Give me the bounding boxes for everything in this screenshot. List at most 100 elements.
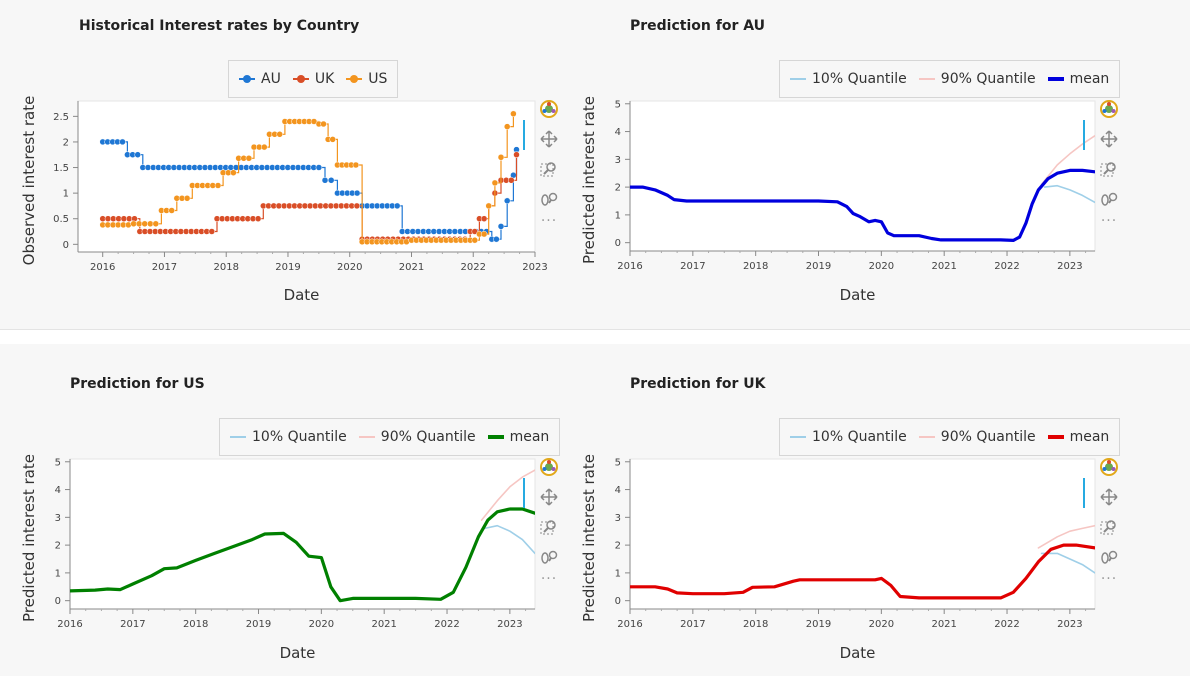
data-point-au[interactable] [134,151,141,158]
series-line-mean[interactable] [630,543,1095,600]
pan-icon[interactable] [1098,486,1120,508]
legend-item-us[interactable]: US [346,71,387,87]
chart-svg-historical[interactable]: 2016 2017 2018 2019 2020 2021 2022 2023 0 0.5 1 1.5… [0,0,560,310]
bokeh-logo-icon[interactable] [538,98,560,120]
y-tick-label: 2.5 [53,112,69,123]
legend-label-q10: 10% Quantile [812,429,907,445]
box-zoom-icon[interactable] [1098,516,1120,538]
series-line-q10[interactable] [1040,552,1095,574]
series-line-q90[interactable] [1037,524,1095,549]
box-zoom-icon[interactable] [1098,158,1120,180]
series-line-q10[interactable] [1043,184,1095,204]
series-line-mean[interactable] [630,168,1095,242]
data-point-us[interactable] [471,236,479,244]
data-point-uk[interactable] [513,151,520,158]
bokeh-logo-icon[interactable] [538,456,560,478]
data-point-au[interactable] [327,177,335,184]
series-line-q10[interactable] [483,524,535,555]
data-point-us[interactable] [352,161,360,169]
chart-svg-au[interactable]: 2016 2017 2018 2019 2020 2021 2022 2023 0 1 2 3 4 5 Da… [560,0,1120,310]
series-line-q90[interactable] [480,469,535,521]
data-point-au[interactable] [393,202,401,210]
chart-legend[interactable]: 10% Quantile 90% Quantile mean [219,418,561,456]
legend-label-us: US [368,71,388,87]
legend-item-q90[interactable]: 90% Quantile [358,429,476,445]
chart-svg-us[interactable]: 2016 2017 2018 2019 2020 2021 2022 2023 0 1 2 3 4 5 Da… [0,358,560,668]
chart-svg-uk[interactable]: 2016 2017 2018 2019 2020 2021 2022 2023 0 1 2 3 4 5 Da… [560,358,1120,668]
legend-label-au: AU [261,71,281,87]
more-tools-icon[interactable]: ··· [1100,213,1118,229]
data-point-uk[interactable] [353,202,361,210]
series-line-q90[interactable] [1040,134,1095,186]
more-tools-icon[interactable]: ··· [540,571,558,587]
data-point-us[interactable] [485,202,492,210]
wheel-zoom-icon[interactable] [538,546,560,568]
series-line-mean[interactable] [70,507,535,603]
wheel-zoom-icon[interactable] [538,188,560,210]
data-point-us[interactable] [261,143,268,151]
data-point-au[interactable] [353,189,361,197]
legend-swatch-mean [1047,74,1064,84]
plot-area[interactable] [69,458,536,610]
data-point-au[interactable] [315,164,323,171]
data-point-us[interactable] [245,155,253,162]
data-point-us[interactable] [329,136,336,143]
data-point-au[interactable] [503,197,511,205]
legend-item-q10[interactable]: 10% Quantile [230,429,347,445]
pan-icon[interactable] [538,128,560,150]
data-point-us[interactable] [480,230,488,238]
data-point-uk[interactable] [254,215,262,222]
chart-legend[interactable]: 10% Quantile 90% Quantile mean [779,60,1121,98]
data-point-us[interactable] [214,182,222,189]
bokeh-logo-icon[interactable] [1098,98,1120,120]
plot-area[interactable] [629,100,1096,252]
chart-toolbar: ··· [523,98,561,236]
data-point-us[interactable] [510,110,517,118]
data-point-us[interactable] [320,120,327,128]
data-point-uk[interactable] [480,215,488,222]
more-tools-icon[interactable]: ··· [540,213,558,229]
data-point-us[interactable] [168,207,175,214]
chart-legend[interactable]: 10% Quantile 90% Quantile mean [779,418,1121,456]
legend-item-mean[interactable]: mean [487,429,549,445]
data-point-us[interactable] [497,154,505,161]
legend-item-q10[interactable]: 10% Quantile [790,429,907,445]
data-point-au[interactable] [497,223,505,230]
box-zoom-icon[interactable] [538,158,560,180]
data-point-us[interactable] [491,179,499,187]
more-tools-icon[interactable]: ··· [1100,571,1118,587]
legend-item-uk[interactable]: UK [292,71,334,87]
data-point-us[interactable] [130,220,137,228]
plot-area[interactable] [629,458,1096,610]
data-point-us[interactable] [135,220,143,228]
data-point-au[interactable] [119,138,126,146]
data-point-us[interactable] [230,169,237,176]
data-point-us[interactable] [183,195,191,202]
bokeh-logo-icon[interactable] [1098,456,1120,478]
data-point-uk[interactable] [508,177,515,184]
data-point-us[interactable] [276,131,283,138]
legend-item-au[interactable]: AU [239,71,281,87]
chart-legend[interactable]: AU UK US [228,60,399,98]
data-point-us[interactable] [152,220,160,228]
data-point-us[interactable] [125,221,132,229]
pan-icon[interactable] [538,486,560,508]
data-point-us[interactable] [141,220,148,228]
data-point-au[interactable] [321,177,329,184]
legend-item-q90[interactable]: 90% Quantile [918,71,1036,87]
pan-icon[interactable] [1098,128,1120,150]
data-point-us[interactable] [147,220,154,228]
x-tick-label: 2017 [152,262,177,273]
plot-area[interactable] [77,100,536,253]
series-line-us[interactable] [102,113,515,243]
legend-item-mean[interactable]: mean [1047,429,1109,445]
legend-item-mean[interactable]: mean [1047,71,1109,87]
wheel-zoom-icon[interactable] [1098,188,1120,210]
data-point-us[interactable] [503,123,511,130]
box-zoom-icon[interactable] [538,516,560,538]
wheel-zoom-icon[interactable] [1098,546,1120,568]
legend-item-q10[interactable]: 10% Quantile [790,71,907,87]
data-point-uk[interactable] [208,228,216,235]
legend-item-q90[interactable]: 90% Quantile [918,429,1036,445]
data-point-au[interactable] [493,235,500,243]
